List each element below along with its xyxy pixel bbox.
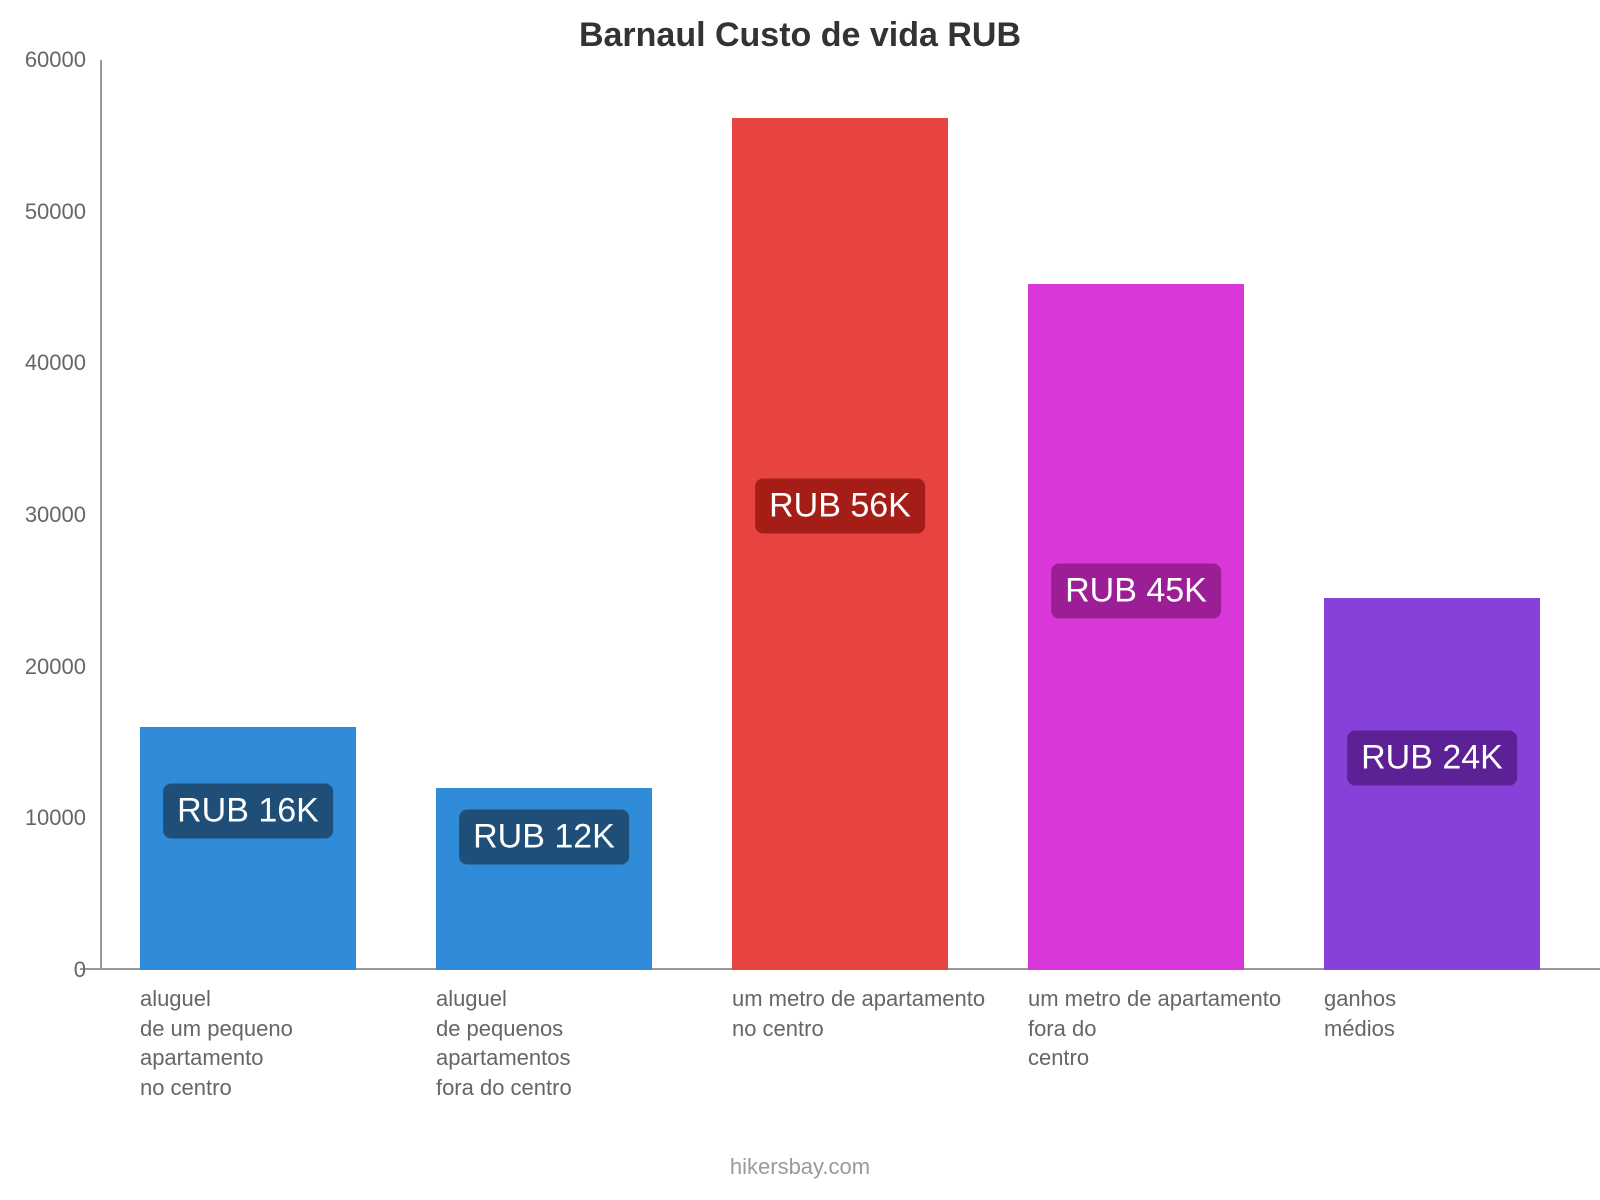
x-category-label: aluguel de pequenos apartamentos fora do…: [436, 970, 572, 1103]
bar: [140, 727, 356, 970]
value-badge: RUB 56K: [755, 478, 925, 533]
x-category-label: um metro de apartamento no centro: [732, 970, 985, 1043]
x-category-label: um metro de apartamento fora do centro: [1028, 970, 1281, 1073]
ytick-label: 30000: [25, 502, 100, 528]
credit-text: hikersbay.com: [0, 1154, 1600, 1180]
ytick-label: 50000: [25, 199, 100, 225]
ytick-label: 20000: [25, 654, 100, 680]
value-badge: RUB 16K: [163, 783, 333, 838]
value-badge: RUB 12K: [459, 809, 629, 864]
chart-container: Barnaul Custo de vida RUB 01000020000300…: [0, 0, 1600, 1200]
y-axis: [100, 60, 102, 970]
x-category-label: ganhos médios: [1324, 970, 1396, 1043]
chart-title: Barnaul Custo de vida RUB: [0, 16, 1600, 55]
ytick-label: 0: [74, 957, 100, 983]
ytick-label: 60000: [25, 47, 100, 73]
ytick-label: 40000: [25, 350, 100, 376]
bar: [732, 118, 948, 970]
value-badge: RUB 24K: [1347, 730, 1517, 785]
value-badge: RUB 45K: [1051, 563, 1221, 618]
plot-area: 0100002000030000400005000060000RUB 16Kal…: [100, 60, 1580, 970]
ytick-label: 10000: [25, 805, 100, 831]
bar: [1028, 284, 1244, 970]
x-category-label: aluguel de um pequeno apartamento no cen…: [140, 970, 293, 1103]
